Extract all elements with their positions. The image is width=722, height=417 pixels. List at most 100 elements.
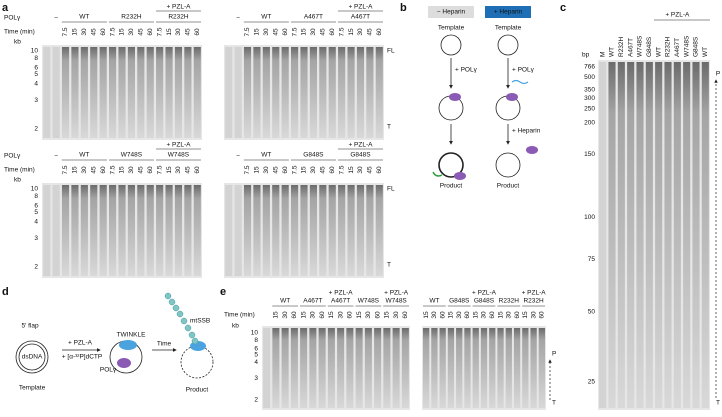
- label: POLγ: [4, 153, 21, 160]
- label: FL: [387, 185, 395, 192]
- time-label: 60: [464, 311, 471, 319]
- gel-lane: [355, 328, 363, 408]
- gel-lane: [664, 62, 672, 408]
- label: dsDNA: [22, 354, 43, 361]
- ladder-label: 4: [254, 359, 258, 366]
- gel-lane: [291, 47, 299, 138]
- gel-lane: [513, 328, 521, 408]
- gel-lane: [253, 47, 261, 138]
- time-label: 30: [431, 311, 438, 319]
- label: WT: [79, 14, 89, 21]
- ladder-label: 2: [254, 397, 258, 404]
- time-label: 7.5: [244, 27, 251, 36]
- gel-lane: [683, 62, 691, 408]
- label: + PZL-A: [384, 290, 409, 297]
- gel-lane: [71, 47, 79, 138]
- time-label: 60: [282, 166, 289, 174]
- label: W748S: [168, 152, 190, 159]
- time-label: 7.5: [291, 165, 298, 174]
- time-label: 60: [194, 166, 201, 174]
- label: kb: [14, 177, 21, 184]
- time-label: 30: [506, 311, 513, 319]
- gel-lane: [61, 47, 70, 138]
- label: + PZL-A: [166, 142, 191, 149]
- gel-lane: [375, 185, 383, 276]
- ladder-label: 8: [34, 55, 38, 62]
- time-label: 30: [81, 166, 88, 174]
- gel-lane: [319, 47, 327, 138]
- time-label: 30: [530, 311, 537, 319]
- gel-lane: [346, 328, 354, 408]
- time-label: 60: [100, 166, 107, 174]
- time-label: 30: [393, 311, 400, 319]
- time-label: 45: [272, 166, 279, 174]
- time-label: 45: [138, 166, 145, 174]
- time-label: 60: [147, 28, 154, 36]
- gel-lane: [193, 185, 201, 276]
- gel-lane: [272, 185, 280, 276]
- gel-lane: [530, 328, 537, 408]
- gel-lane: [383, 328, 391, 408]
- gel-lane: [127, 47, 135, 138]
- time-label: 15: [300, 311, 307, 319]
- time-label: 15: [497, 311, 504, 319]
- label: Template: [19, 385, 46, 392]
- time-label: 30: [481, 311, 488, 319]
- lane-label: WT: [655, 47, 662, 57]
- time-label: 30: [365, 311, 372, 319]
- time-label: 7.5: [338, 165, 345, 174]
- time-label: 15: [522, 311, 529, 319]
- time-label: 45: [90, 28, 97, 36]
- ladder-label: 6: [254, 345, 258, 352]
- label: + PZL-A: [68, 340, 93, 347]
- label: −: [54, 153, 58, 160]
- label: A467T: [351, 14, 370, 21]
- time-label: 7.5: [291, 27, 298, 36]
- gel-lane: [253, 185, 261, 276]
- time-label: 60: [147, 166, 154, 174]
- gel-lane: [272, 47, 280, 138]
- time-label: 45: [320, 166, 327, 174]
- time-label: 45: [272, 28, 279, 36]
- label: Time (min): [4, 167, 35, 174]
- label: T: [387, 123, 391, 130]
- gel-lane: [366, 185, 374, 276]
- time-label: 15: [254, 28, 261, 36]
- time-label: 45: [320, 28, 327, 36]
- time-label: 60: [539, 311, 546, 319]
- label: + PZL-A: [522, 290, 547, 297]
- label: + PZL-A: [166, 4, 191, 11]
- ladder-label: 100: [584, 214, 595, 221]
- gel-lane: [617, 62, 625, 408]
- label: WT: [261, 14, 271, 21]
- label: T: [552, 400, 556, 407]
- gel-lane: [80, 47, 88, 138]
- gel: [598, 60, 710, 410]
- label: WT: [79, 152, 89, 159]
- time-label: 60: [329, 166, 336, 174]
- label: FL: [387, 47, 395, 54]
- label: Time (min): [224, 312, 255, 319]
- label: + PZL-A: [348, 4, 373, 11]
- label: WT: [429, 298, 439, 305]
- gel-lane: [505, 328, 512, 408]
- label: kb: [14, 39, 21, 46]
- ladder-label: 2: [34, 125, 38, 132]
- time-label: 60: [439, 311, 446, 319]
- label: −: [54, 15, 58, 22]
- time-label: 15: [301, 166, 308, 174]
- time-label: 45: [138, 28, 145, 36]
- gel-lane: [309, 328, 317, 408]
- time-label: 45: [90, 166, 97, 174]
- time-label: 30: [263, 28, 270, 36]
- label: Product: [186, 387, 209, 394]
- gel-lane: [193, 47, 201, 138]
- label: + PZL-A: [472, 290, 497, 297]
- time-label: 15: [356, 311, 363, 319]
- lane-label: R232H: [618, 36, 625, 57]
- gel-lane: [338, 185, 346, 276]
- gel-lane: [263, 328, 271, 408]
- gel-lane: [366, 47, 374, 138]
- lane-label: M: [599, 52, 606, 57]
- label: G848S: [474, 298, 495, 305]
